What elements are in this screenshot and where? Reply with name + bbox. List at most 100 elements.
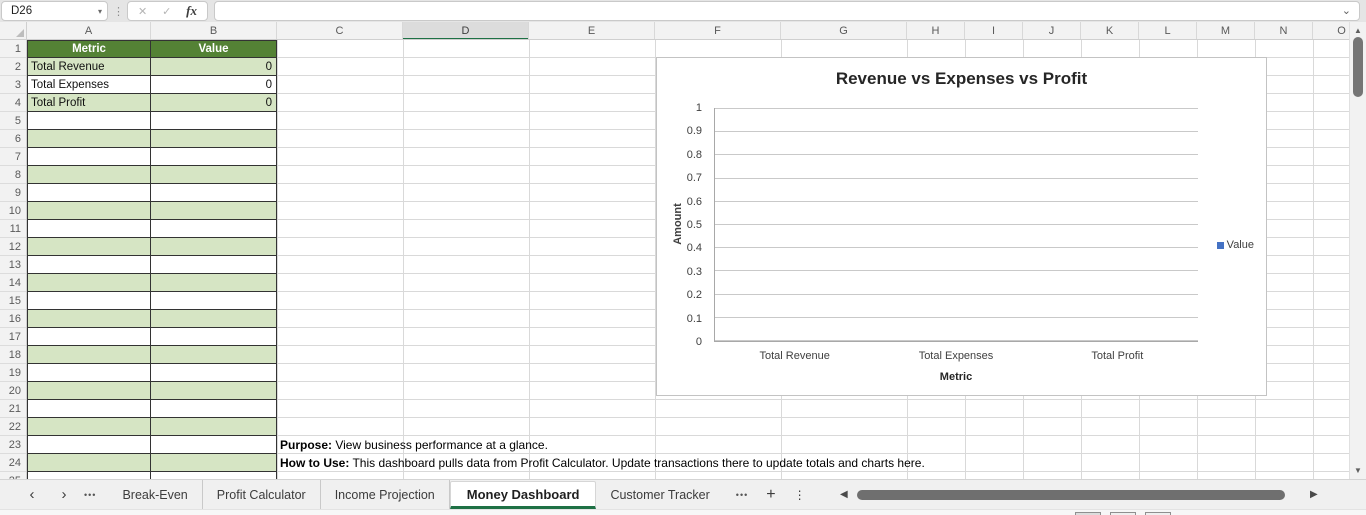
column-header[interactable]: G <box>781 22 907 39</box>
value-cell[interactable]: 0 <box>265 96 272 109</box>
sheet-list-icon[interactable]: ••• <box>84 489 97 500</box>
value-cell[interactable] <box>151 328 276 345</box>
tabs-overflow-icon[interactable]: ••• <box>735 489 749 500</box>
value-cell[interactable] <box>151 400 276 417</box>
sheet-nav-right-icon[interactable]: › <box>61 486 67 503</box>
column-header[interactable]: K <box>1081 22 1139 39</box>
row-header[interactable]: 22 <box>0 418 26 436</box>
metric-cell[interactable] <box>28 184 151 201</box>
row-header[interactable]: 21 <box>0 400 26 418</box>
row-header[interactable]: 3 <box>0 76 26 94</box>
value-cell[interactable]: 0 <box>265 60 272 73</box>
chart[interactable]: Revenue vs Expenses vs Profit Amount 1 0.… <box>656 57 1267 396</box>
horizontal-scrollbar[interactable] <box>856 490 1302 500</box>
row-header[interactable]: 16 <box>0 310 26 328</box>
enter-icon[interactable]: ✓ <box>162 5 172 18</box>
column-header[interactable]: M <box>1197 22 1255 39</box>
value-cell[interactable] <box>151 220 276 237</box>
scroll-up-icon[interactable]: ▲ <box>1354 26 1362 35</box>
insert-function-icon[interactable]: fx <box>186 3 197 18</box>
select-all-button[interactable] <box>0 22 27 40</box>
row-header[interactable]: 11 <box>0 220 26 238</box>
row-header[interactable]: 17 <box>0 328 26 346</box>
row-header[interactable]: 20 <box>0 382 26 400</box>
vertical-scrollbar[interactable]: ▲ ▼ <box>1349 22 1366 479</box>
scroll-down-icon[interactable]: ▼ <box>1354 466 1362 475</box>
sheet-tab[interactable]: Income Projection <box>321 480 450 509</box>
column-header[interactable]: L <box>1139 22 1197 39</box>
name-box-dropdown-icon[interactable]: ▾ <box>97 6 102 16</box>
row-header[interactable]: 24 <box>0 454 26 472</box>
row-header[interactable]: 12 <box>0 238 26 256</box>
sheet-nav-left-icon[interactable]: ‹ <box>29 486 35 503</box>
metric-cell[interactable] <box>28 220 151 237</box>
metric-cell[interactable] <box>28 148 151 165</box>
metric-cell[interactable] <box>28 400 151 417</box>
metric-cell[interactable] <box>28 454 151 471</box>
page-layout-view-icon[interactable] <box>1110 512 1136 515</box>
sheet-tab[interactable]: Break-Even <box>108 480 203 509</box>
row-header[interactable]: 18 <box>0 346 26 364</box>
column-header[interactable]: I <box>965 22 1023 39</box>
metric-cell[interactable] <box>28 292 151 309</box>
metric-cell[interactable]: Total Revenue <box>28 58 151 75</box>
normal-view-icon[interactable] <box>1075 512 1101 515</box>
tab-options-icon[interactable]: ⋮ <box>793 487 806 502</box>
row-header[interactable]: 14 <box>0 274 26 292</box>
value-cell[interactable] <box>151 130 276 147</box>
row-header[interactable]: 15 <box>0 292 26 310</box>
value-cell[interactable] <box>151 346 276 363</box>
vertical-scrollbar-thumb[interactable] <box>1353 37 1363 97</box>
metric-cell[interactable] <box>28 166 151 183</box>
metric-cell[interactable] <box>28 472 151 479</box>
row-header[interactable]: 8 <box>0 166 26 184</box>
row-header[interactable]: 7 <box>0 148 26 166</box>
value-cell[interactable] <box>151 364 276 381</box>
row-header[interactable]: 2 <box>0 58 26 76</box>
value-cell[interactable] <box>151 382 276 399</box>
column-header[interactable]: H <box>907 22 965 39</box>
row-header[interactable]: 1 <box>0 40 26 58</box>
row-header[interactable]: 6 <box>0 130 26 148</box>
column-header[interactable]: D <box>403 22 529 39</box>
metric-cell[interactable] <box>28 202 151 219</box>
value-cell[interactable] <box>151 112 276 129</box>
value-cell[interactable] <box>151 292 276 309</box>
metric-cell[interactable] <box>28 310 151 327</box>
hscroll-right-icon[interactable]: ▶ <box>1310 489 1318 500</box>
row-header[interactable]: 19 <box>0 364 26 382</box>
grid-canvas[interactable]: Metric Value Total Revenue 0 Total Expen… <box>27 40 1349 479</box>
metric-cell[interactable] <box>28 112 151 129</box>
metric-cell[interactable] <box>28 238 151 255</box>
row-header[interactable]: 9 <box>0 184 26 202</box>
column-header[interactable]: F <box>655 22 781 39</box>
add-sheet-button[interactable]: + <box>766 485 776 503</box>
column-header[interactable]: C <box>277 22 403 39</box>
cancel-icon[interactable]: ✕ <box>138 5 148 18</box>
value-cell[interactable] <box>151 274 276 291</box>
table-header-metric[interactable]: Metric <box>28 41 151 57</box>
row-header[interactable]: 5 <box>0 112 26 130</box>
value-cell[interactable] <box>151 310 276 327</box>
page-break-view-icon[interactable] <box>1145 512 1171 515</box>
value-cell[interactable] <box>151 454 276 471</box>
value-cell[interactable] <box>151 472 276 479</box>
horizontal-scrollbar-thumb[interactable] <box>857 490 1285 500</box>
column-header[interactable]: N <box>1255 22 1313 39</box>
hscroll-left-icon[interactable]: ◀ <box>840 489 848 500</box>
metric-cell[interactable] <box>28 364 151 381</box>
metric-cell[interactable] <box>28 274 151 291</box>
column-header[interactable]: E <box>529 22 655 39</box>
metric-cell[interactable] <box>28 328 151 345</box>
sheet-tab[interactable]: Money Dashboard <box>449 481 597 509</box>
column-header[interactable]: O <box>1313 22 1349 39</box>
value-cell[interactable] <box>151 238 276 255</box>
value-cell[interactable]: 0 <box>265 78 272 91</box>
table-header-value[interactable]: Value <box>198 43 229 55</box>
metric-cell[interactable] <box>28 382 151 399</box>
column-header[interactable]: J <box>1023 22 1081 39</box>
sheet-tab[interactable]: Profit Calculator <box>203 480 321 509</box>
row-header[interactable]: 4 <box>0 94 26 112</box>
value-cell[interactable] <box>151 418 276 435</box>
column-header[interactable]: A <box>27 22 151 39</box>
